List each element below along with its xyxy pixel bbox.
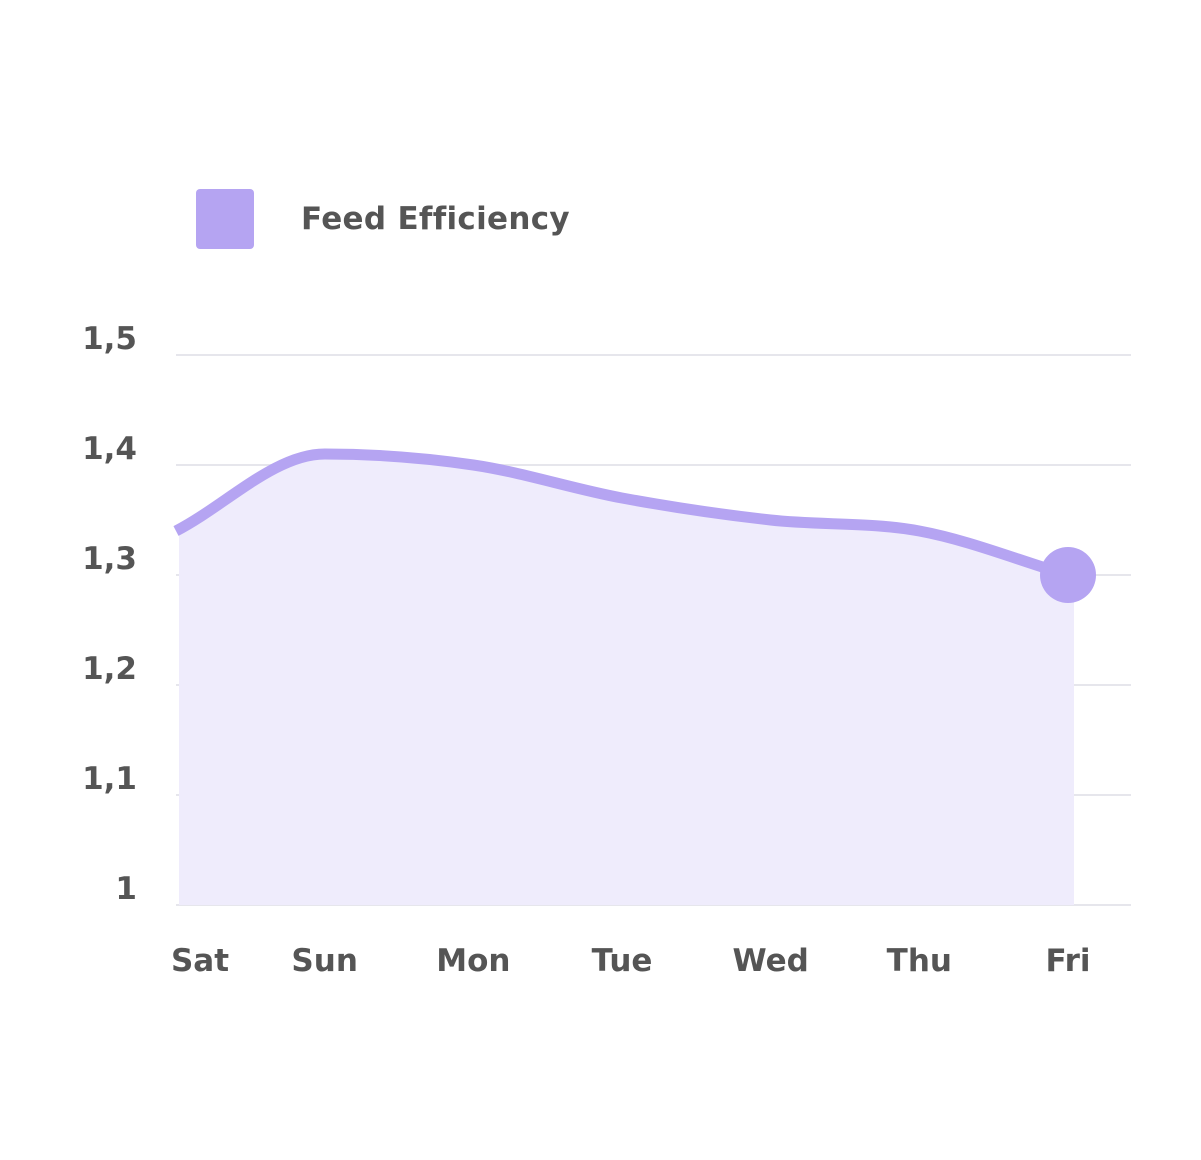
y-tick-label: 1,5 — [82, 321, 137, 357]
y-tick-label: 1,1 — [82, 761, 137, 797]
x-tick-label: Sun — [291, 943, 357, 979]
legend: Feed Efficiency — [196, 189, 570, 249]
feed-efficiency-area — [176, 454, 1074, 905]
data-points — [1040, 547, 1096, 603]
x-tick-label: Sat — [171, 943, 229, 979]
feed-efficiency-line — [173, 448, 1070, 581]
x-axis-ticks: Sat Sun Mon Tue Wed Thu Fri — [171, 943, 1091, 979]
y-tick-label: 1,4 — [82, 431, 137, 467]
x-tick-label: Mon — [436, 943, 510, 979]
y-tick-label: 1,2 — [82, 651, 137, 687]
legend-swatch — [196, 189, 254, 249]
y-tick-label: 1 — [115, 871, 137, 907]
x-tick-label: Wed — [733, 943, 809, 979]
legend-label: Feed Efficiency — [301, 201, 570, 237]
y-tick-label: 1,3 — [82, 541, 137, 577]
data-point — [1040, 547, 1096, 603]
x-tick-label: Thu — [887, 943, 952, 979]
x-tick-label: Fri — [1045, 943, 1090, 979]
x-tick-label: Tue — [592, 943, 653, 979]
y-axis-ticks: 1 1,1 1,2 1,3 1,4 1,5 — [82, 321, 137, 907]
